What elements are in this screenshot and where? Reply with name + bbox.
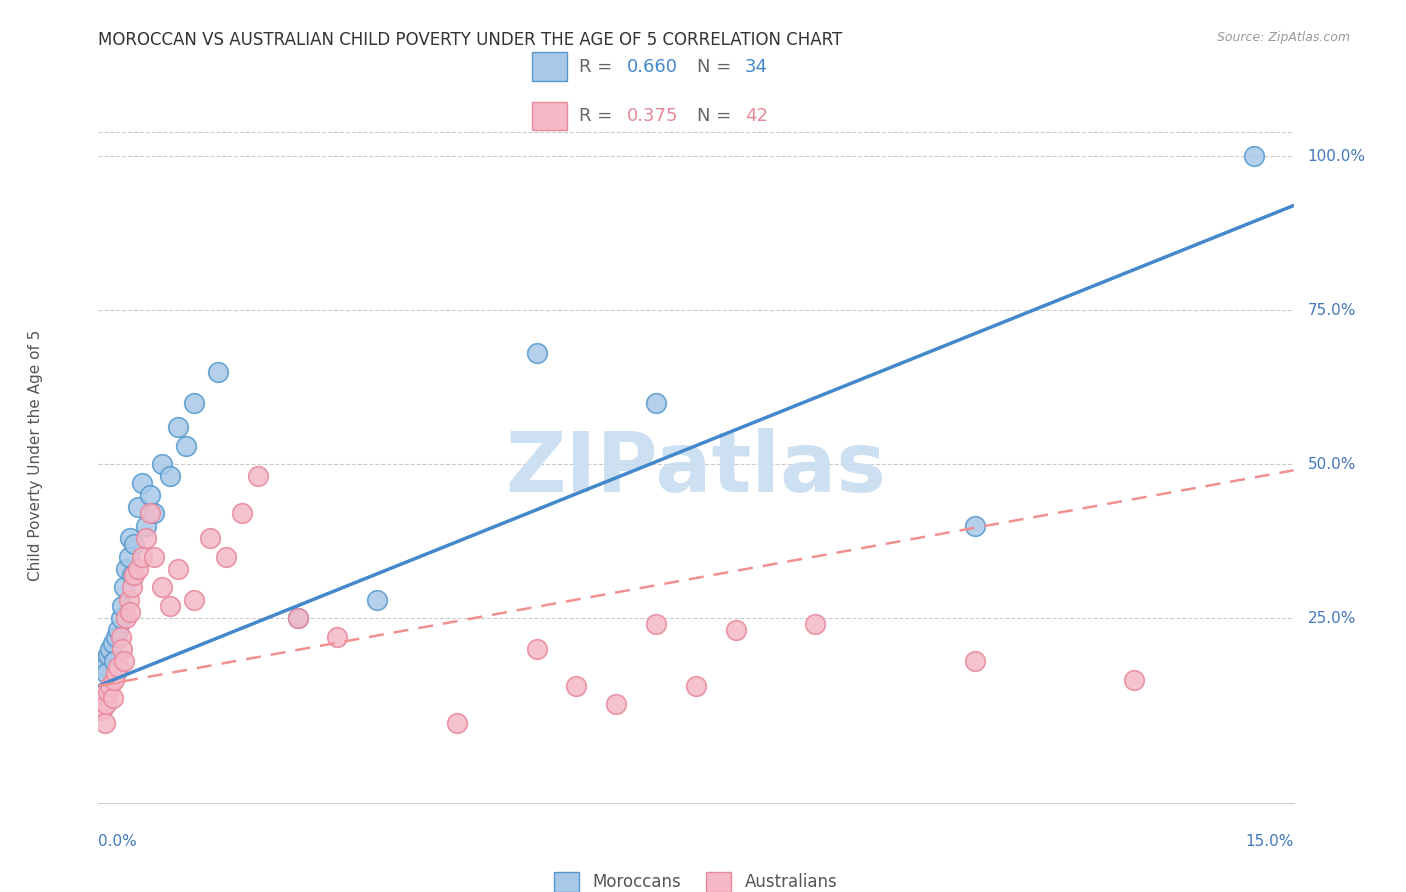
Point: [118, 549, 141, 564]
Point: [98, 641, 122, 656]
Point: [112, 654, 135, 668]
Point: [167, 420, 190, 434]
Point: [139, 507, 162, 521]
Point: [103, 654, 125, 668]
Point: [120, 531, 142, 545]
Text: 0.0%: 0.0%: [98, 834, 138, 849]
Point: [101, 636, 124, 650]
Point: [645, 617, 668, 632]
Point: [120, 605, 142, 619]
Point: [135, 531, 157, 545]
Point: [91, 654, 114, 668]
Point: [287, 611, 309, 625]
Text: R =: R =: [579, 58, 619, 76]
Point: [446, 715, 468, 730]
Point: [215, 549, 238, 564]
Point: [110, 630, 132, 644]
Point: [131, 549, 153, 564]
Point: [526, 641, 548, 656]
Point: [101, 691, 124, 706]
Text: 0.660: 0.660: [627, 58, 678, 76]
FancyBboxPatch shape: [531, 102, 568, 130]
Text: 75.0%: 75.0%: [1308, 302, 1355, 318]
Point: [167, 562, 190, 576]
Point: [96, 698, 118, 712]
Point: [143, 507, 166, 521]
Text: 34: 34: [745, 58, 768, 76]
Point: [97, 648, 120, 662]
Text: R =: R =: [579, 107, 619, 125]
Point: [231, 507, 253, 521]
Text: Child Poverty Under the Age of 5: Child Poverty Under the Age of 5: [28, 329, 42, 581]
Text: 100.0%: 100.0%: [1308, 149, 1365, 164]
Point: [104, 666, 127, 681]
Point: [159, 599, 181, 613]
Point: [645, 395, 668, 409]
Point: [124, 568, 146, 582]
Point: [121, 580, 143, 594]
Point: [150, 457, 173, 471]
Point: [963, 654, 986, 668]
Point: [246, 469, 269, 483]
Text: Source: ZipAtlas.com: Source: ZipAtlas.com: [1216, 31, 1350, 45]
Point: [127, 562, 149, 576]
Point: [804, 617, 827, 632]
Point: [103, 673, 125, 687]
Point: [112, 580, 135, 594]
Point: [724, 624, 747, 638]
Text: ZIPatlas: ZIPatlas: [506, 428, 886, 509]
Point: [1243, 149, 1265, 163]
Text: N =: N =: [697, 58, 737, 76]
Point: [111, 599, 134, 613]
Point: [94, 660, 117, 674]
Point: [139, 488, 162, 502]
Point: [127, 500, 149, 515]
Point: [115, 562, 138, 576]
Point: [183, 592, 205, 607]
Point: [565, 679, 588, 693]
Text: 15.0%: 15.0%: [1246, 834, 1294, 849]
Point: [110, 611, 132, 625]
Text: 42: 42: [745, 107, 768, 125]
FancyBboxPatch shape: [531, 53, 568, 81]
Point: [605, 698, 627, 712]
Point: [118, 592, 141, 607]
Point: [111, 641, 134, 656]
Point: [159, 469, 181, 483]
Point: [107, 624, 129, 638]
Text: 25.0%: 25.0%: [1308, 611, 1355, 625]
Point: [107, 660, 129, 674]
Point: [183, 395, 205, 409]
Point: [94, 715, 117, 730]
Point: [685, 679, 707, 693]
Point: [207, 365, 229, 379]
Point: [91, 703, 114, 717]
Text: 50.0%: 50.0%: [1308, 457, 1355, 472]
Point: [198, 531, 221, 545]
Point: [124, 537, 146, 551]
Point: [366, 592, 388, 607]
Point: [326, 630, 349, 644]
Point: [963, 518, 986, 533]
Point: [150, 580, 173, 594]
Point: [1123, 673, 1146, 687]
Text: MOROCCAN VS AUSTRALIAN CHILD POVERTY UNDER THE AGE OF 5 CORRELATION CHART: MOROCCAN VS AUSTRALIAN CHILD POVERTY UND…: [98, 31, 842, 49]
Point: [97, 685, 120, 699]
Point: [96, 666, 118, 681]
Point: [98, 679, 122, 693]
Point: [174, 439, 197, 453]
Point: [115, 611, 138, 625]
Legend: Moroccans, Australians: Moroccans, Australians: [548, 865, 844, 892]
Point: [287, 611, 309, 625]
Text: 0.375: 0.375: [627, 107, 678, 125]
Point: [121, 568, 143, 582]
Point: [135, 518, 157, 533]
Point: [526, 346, 548, 360]
Text: N =: N =: [697, 107, 737, 125]
Point: [143, 549, 166, 564]
Point: [104, 630, 127, 644]
Point: [131, 475, 153, 490]
